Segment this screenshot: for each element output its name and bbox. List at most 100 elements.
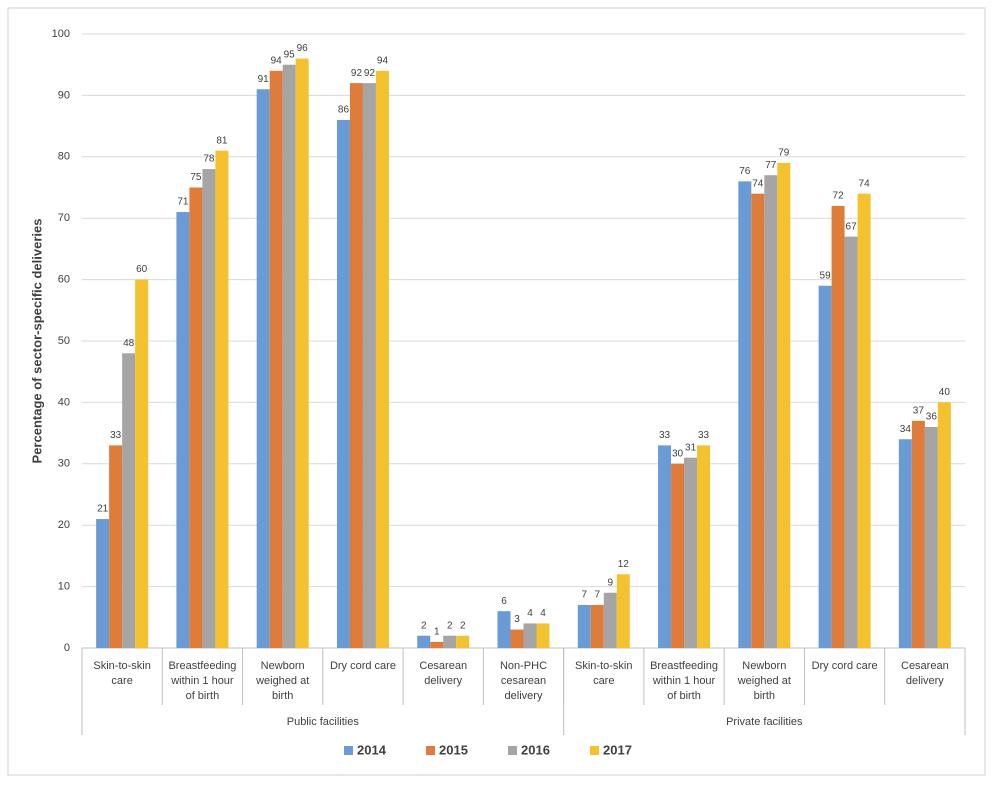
bar bbox=[590, 605, 604, 648]
y-tick-label: 70 bbox=[58, 212, 70, 224]
x-tick-label: Newborn bbox=[261, 660, 305, 672]
y-tick-label: 90 bbox=[58, 89, 70, 101]
value-label: 2 bbox=[421, 620, 427, 631]
value-label: 92 bbox=[351, 68, 363, 79]
bar bbox=[603, 592, 617, 648]
bar bbox=[937, 402, 951, 648]
value-label: 75 bbox=[190, 172, 202, 183]
legend-swatch bbox=[344, 746, 353, 755]
value-label: 72 bbox=[833, 191, 845, 202]
value-label: 92 bbox=[364, 68, 376, 79]
value-label: 2 bbox=[460, 620, 466, 631]
bar bbox=[295, 58, 309, 649]
value-label: 9 bbox=[607, 577, 613, 588]
bar bbox=[818, 285, 832, 648]
x-tick-label: Dry cord care bbox=[330, 660, 396, 672]
bar bbox=[202, 169, 216, 648]
value-label: 34 bbox=[900, 424, 912, 435]
value-label: 79 bbox=[778, 148, 790, 159]
bar bbox=[671, 463, 685, 648]
value-label: 33 bbox=[110, 430, 122, 441]
bar bbox=[109, 445, 123, 648]
x-tick-label: weighed at bbox=[255, 675, 309, 687]
bar bbox=[362, 83, 376, 649]
x-tick-label: delivery bbox=[906, 675, 944, 687]
bar bbox=[282, 64, 296, 648]
group-label: Public facilities bbox=[287, 716, 360, 728]
x-tick-label: Skin-to-skin bbox=[93, 660, 150, 672]
value-label: 91 bbox=[258, 74, 270, 85]
value-label: 95 bbox=[284, 49, 296, 60]
value-label: 12 bbox=[618, 559, 630, 570]
bar bbox=[857, 193, 871, 648]
bar bbox=[256, 89, 270, 648]
x-tick-label: Breastfeeding bbox=[168, 660, 236, 672]
x-tick-label: care bbox=[111, 675, 132, 687]
bar bbox=[536, 623, 550, 648]
value-label: 76 bbox=[739, 166, 751, 177]
x-tick-label: within 1 hour bbox=[652, 675, 716, 687]
bar bbox=[764, 175, 778, 648]
value-label: 81 bbox=[216, 135, 228, 146]
bar bbox=[417, 635, 431, 648]
value-label: 36 bbox=[926, 412, 938, 423]
value-label: 7 bbox=[581, 590, 587, 601]
value-label: 33 bbox=[659, 430, 671, 441]
value-label: 74 bbox=[859, 178, 871, 189]
y-tick-label: 30 bbox=[58, 458, 70, 470]
x-tick-label: Non-PHC bbox=[500, 660, 547, 672]
bar bbox=[443, 635, 457, 648]
value-label: 67 bbox=[846, 221, 858, 232]
value-label: 94 bbox=[271, 55, 283, 66]
value-label: 2 bbox=[447, 620, 453, 631]
bar bbox=[898, 439, 912, 648]
x-tick-label: within 1 hour bbox=[170, 675, 234, 687]
bar bbox=[189, 187, 203, 648]
value-label: 4 bbox=[527, 608, 533, 619]
bar bbox=[751, 193, 765, 648]
bar bbox=[924, 426, 938, 648]
bar bbox=[456, 635, 470, 648]
bar bbox=[911, 420, 925, 648]
y-axis-title: Percentage of sector-specific deliveries bbox=[29, 219, 44, 464]
bar bbox=[738, 181, 752, 649]
x-tick-label: delivery bbox=[505, 690, 543, 702]
bar bbox=[684, 457, 698, 648]
value-label: 86 bbox=[338, 105, 350, 116]
x-tick-label: of birth bbox=[667, 690, 701, 702]
bar bbox=[336, 119, 350, 648]
legend-swatch bbox=[590, 746, 599, 755]
legend-label: 2017 bbox=[603, 742, 632, 757]
y-tick-label: 60 bbox=[58, 274, 70, 286]
y-tick-label: 100 bbox=[52, 28, 70, 40]
x-tick-label: care bbox=[593, 675, 614, 687]
value-label: 48 bbox=[123, 338, 135, 349]
bar bbox=[349, 83, 363, 649]
legend-label: 2014 bbox=[357, 742, 387, 757]
bar bbox=[122, 353, 136, 648]
bar bbox=[777, 162, 791, 648]
legend-label: 2016 bbox=[521, 742, 550, 757]
bar bbox=[616, 574, 630, 648]
bar bbox=[658, 445, 672, 648]
value-label: 94 bbox=[377, 55, 389, 66]
x-tick-label: Newborn bbox=[742, 660, 786, 672]
y-tick-label: 10 bbox=[58, 581, 70, 593]
bar bbox=[269, 70, 283, 649]
x-tick-label: birth bbox=[272, 690, 293, 702]
x-tick-label: Cesarean bbox=[419, 660, 467, 672]
bar bbox=[697, 445, 711, 648]
x-tick-label: delivery bbox=[424, 675, 462, 687]
bar bbox=[135, 279, 149, 648]
value-label: 60 bbox=[136, 264, 148, 275]
y-tick-label: 50 bbox=[58, 335, 70, 347]
bar bbox=[510, 629, 524, 648]
y-tick-label: 0 bbox=[64, 642, 70, 654]
bar bbox=[831, 205, 845, 649]
value-label: 37 bbox=[913, 405, 925, 416]
bar bbox=[577, 605, 591, 648]
value-label: 59 bbox=[820, 270, 832, 281]
bar bbox=[523, 623, 537, 648]
value-label: 4 bbox=[540, 608, 546, 619]
